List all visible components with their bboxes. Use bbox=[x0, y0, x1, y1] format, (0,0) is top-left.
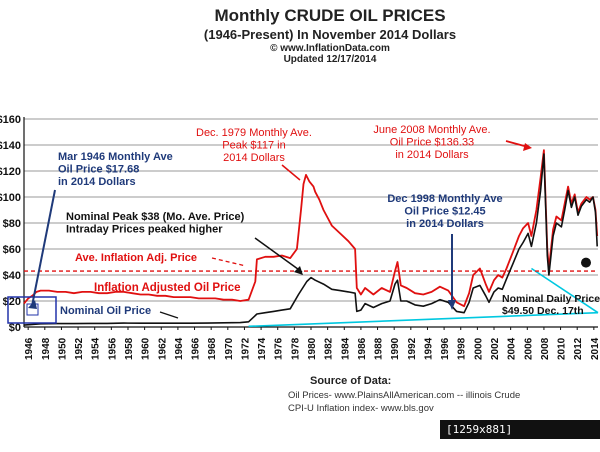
annotation-mar-1946: Mar 1946 Monthly Ave Oil Price $17.68 in 2… bbox=[58, 151, 173, 188]
annotation-arrow bbox=[31, 189, 56, 307]
y-tick-label: $80 bbox=[3, 218, 21, 230]
x-tick-label: 1980 bbox=[307, 337, 318, 360]
annotation-mar-1946-line: Mar 1946 Monthly Ave bbox=[58, 151, 173, 163]
x-tick-label: 1960 bbox=[141, 337, 152, 360]
x-tick-label: 1964 bbox=[174, 337, 185, 360]
x-tick-label: 1988 bbox=[374, 337, 385, 360]
x-tick-label: 1950 bbox=[57, 337, 68, 360]
annotation-mar-1946-line: in 2014 Dollars bbox=[58, 176, 136, 188]
x-tick-label: 1968 bbox=[207, 337, 218, 360]
x-tick-label: 2008 bbox=[540, 337, 551, 360]
annotation-arrowhead bbox=[294, 266, 303, 275]
current-price-dot bbox=[581, 257, 591, 268]
annotation-dec-1998-line: Dec 1998 Monthly Ave bbox=[387, 193, 502, 205]
source-cpi: CPI-U Inflation index- www.bls.gov bbox=[288, 403, 434, 414]
x-tick-label: 1998 bbox=[457, 337, 468, 360]
annotation-arrowhead bbox=[523, 143, 532, 151]
annotation-june-2008-line: in 2014 Dollars bbox=[395, 149, 469, 161]
annotation-arrow bbox=[254, 237, 303, 273]
x-tick-label: 1994 bbox=[423, 337, 434, 360]
annotation-arrow bbox=[281, 164, 301, 181]
x-tick-label: 1962 bbox=[157, 337, 168, 360]
x-tick-label: 2006 bbox=[523, 337, 534, 360]
x-tick-label: 2000 bbox=[473, 337, 484, 360]
y-tick-label: $60 bbox=[3, 244, 21, 256]
x-tick-label: 1956 bbox=[107, 337, 118, 360]
x-tick-label: 1946 bbox=[24, 337, 35, 360]
x-tick-label: 2010 bbox=[557, 337, 568, 360]
oil-price-chart: $0 $20 $40 $60 $80 $100 $120 $140 $160 1946 1948 19… bbox=[0, 114, 600, 360]
x-tick-label: 1982 bbox=[324, 337, 335, 360]
image-size-badge: [1259x881] https://upic.me/ bbox=[440, 420, 600, 451]
annotation-arrow bbox=[211, 257, 247, 267]
annotation-dec-1998-line: Oil Price $12.45 bbox=[404, 206, 485, 218]
y-tick-label: $40 bbox=[3, 270, 21, 282]
x-tick-label: 1974 bbox=[257, 337, 268, 360]
y-tick-label: $160 bbox=[0, 114, 21, 126]
updated-date: Updated 12/17/2014 bbox=[283, 54, 377, 65]
annotation-nominal-peak: Nominal Peak $38 (Mo. Ave. Price) Intrada… bbox=[66, 211, 245, 236]
annotation-dec-1979-line: 2014 Dollars bbox=[223, 152, 285, 164]
annotation-dec-1998-line: in 2014 Dollars bbox=[406, 218, 484, 230]
trend-line bbox=[248, 311, 599, 328]
source-heading: Source of Data: bbox=[310, 375, 392, 387]
x-tick-label: 1978 bbox=[290, 337, 301, 360]
annotation-arrow bbox=[159, 311, 179, 319]
annotation-nominal-daily-line: Nominal Daily Price bbox=[502, 293, 600, 305]
x-tick-label: 1972 bbox=[240, 337, 251, 360]
mar-1946-highlight-box bbox=[7, 296, 57, 324]
x-tick-label: 1996 bbox=[440, 337, 451, 360]
source-oil-prices: Oil Prices- www.PlainsAllAmerican.com --… bbox=[288, 390, 521, 401]
annotation-dec-1998: Dec 1998 Monthly Ave Oil Price $12.45 in 2… bbox=[387, 193, 502, 230]
x-tick-label: 1958 bbox=[124, 337, 135, 360]
x-tick-label: 1984 bbox=[340, 337, 351, 360]
x-tick-label: 2014 bbox=[590, 337, 600, 360]
y-tick-label: $100 bbox=[0, 192, 21, 204]
annotation-dec-1979: Dec. 1979 Monthly Ave. Peak $117 in 2014 D… bbox=[196, 127, 312, 164]
x-tick-label: 1990 bbox=[390, 337, 401, 360]
x-tick-label: 1986 bbox=[357, 337, 368, 360]
x-tick-label: 1970 bbox=[224, 337, 235, 360]
annotation-mar-1946-line: Oil Price $17.68 bbox=[58, 164, 139, 176]
x-tick-label: 2002 bbox=[490, 337, 501, 360]
annotation-june-2008-line: June 2008 Monthly Ave. bbox=[373, 124, 490, 136]
x-tick-label: 1954 bbox=[91, 337, 102, 360]
annotation-average-label: Ave. Inflation Adj. Price bbox=[75, 252, 197, 264]
annotation-dec-1979-line: Dec. 1979 Monthly Ave. bbox=[196, 127, 312, 139]
nominal-series bbox=[23, 153, 598, 326]
x-tick-label: 2012 bbox=[573, 337, 584, 360]
x-tick-label: 1952 bbox=[74, 337, 85, 360]
y-tick-label: $120 bbox=[0, 166, 21, 178]
annotation-nominal-peak-line: Nominal Peak $38 (Mo. Ave. Price) bbox=[66, 211, 245, 223]
y-tick-label: $20 bbox=[3, 296, 21, 308]
y-tick-label: $140 bbox=[0, 140, 21, 152]
annotation-nominal-peak-line: Intraday Prices peaked higher bbox=[66, 224, 223, 236]
x-tick-label: 2004 bbox=[507, 337, 518, 360]
annotation-arrowhead bbox=[28, 300, 37, 309]
x-tick-label: 1992 bbox=[407, 337, 418, 360]
annotation-arrowhead bbox=[448, 300, 456, 310]
annotation-dec-1979-line: Peak $117 in bbox=[222, 140, 285, 152]
x-tick-label: 1966 bbox=[191, 337, 202, 360]
annotation-nominal-daily-line: $49.50 Dec. 17th bbox=[502, 305, 584, 317]
x-tick-label: 1976 bbox=[274, 337, 285, 360]
annotation-june-2008: June 2008 Monthly Ave. Oil Price $136.33 i… bbox=[373, 124, 490, 161]
y-tick-label: $0 bbox=[9, 322, 21, 334]
x-tick-label: 1948 bbox=[41, 337, 52, 360]
chart-title: Monthly CRUDE OIL PRICES bbox=[214, 6, 446, 25]
trend-line bbox=[531, 267, 599, 314]
annotation-june-2008-line: Oil Price $136.33 bbox=[390, 137, 474, 149]
annotation-nominal-daily: Nominal Daily Price $49.50 Dec. 17th bbox=[502, 293, 600, 317]
annotation-inflation-series-label: Inflation Adjusted Oil Price bbox=[94, 282, 241, 294]
annotation-nominal-series-label: Nominal Oil Price bbox=[60, 305, 151, 317]
site-credit: © www.InflationData.com bbox=[270, 43, 390, 54]
chart-frame: $0 $20 $40 $60 $80 $100 $120 $140 $160 1946 1948 19… bbox=[0, 6, 600, 451]
chart-subtitle: (1946-Present) In November 2014 Dollars bbox=[203, 27, 457, 42]
